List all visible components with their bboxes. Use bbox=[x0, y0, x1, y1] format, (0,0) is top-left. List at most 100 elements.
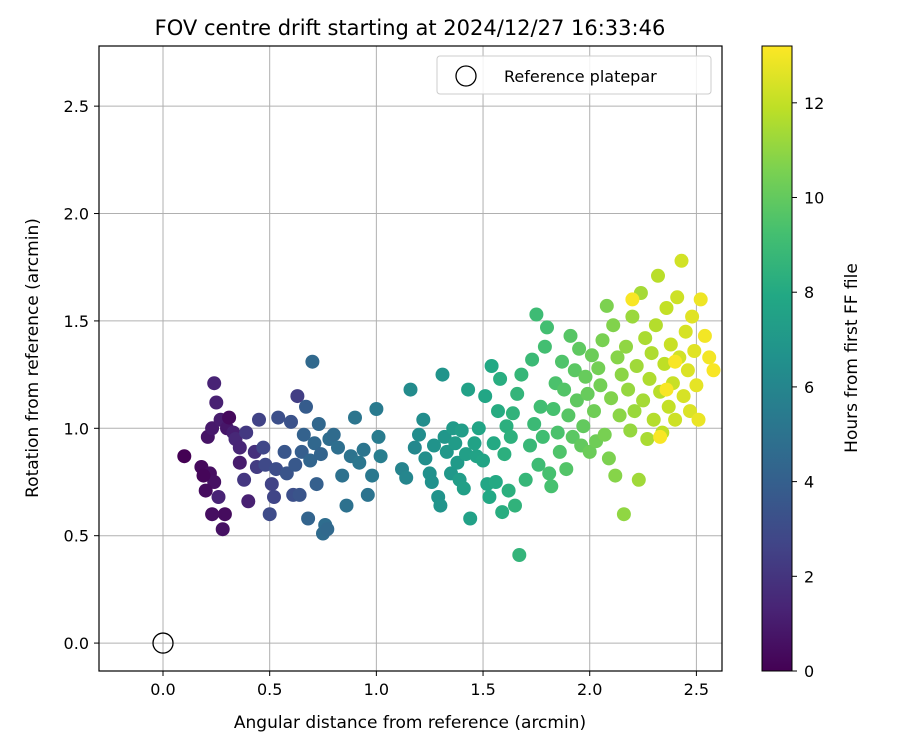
data-point bbox=[527, 417, 542, 431]
y-axis-ticks: 0.0 0.5 1.0 1.5 2.0 2.5 bbox=[64, 97, 99, 653]
data-point bbox=[587, 404, 601, 419]
colorbar-tick-label: 6 bbox=[804, 378, 814, 397]
grid bbox=[99, 46, 722, 671]
data-point bbox=[542, 466, 557, 481]
y-axis-label: Rotation from reference (arcmin) bbox=[23, 218, 43, 498]
data-point bbox=[284, 414, 298, 429]
data-point bbox=[484, 359, 499, 373]
data-point bbox=[471, 421, 486, 436]
data-point bbox=[403, 382, 418, 397]
data-point bbox=[668, 354, 683, 369]
x-tick-label: 1.5 bbox=[470, 680, 495, 699]
data-point bbox=[638, 331, 653, 346]
data-point bbox=[572, 341, 587, 356]
data-point bbox=[437, 429, 452, 444]
data-point bbox=[495, 505, 510, 520]
x-tick-label: 2.5 bbox=[684, 680, 709, 699]
data-point bbox=[631, 472, 646, 487]
data-point bbox=[616, 507, 631, 522]
x-axis-label: Angular distance from reference (arcmin) bbox=[234, 713, 586, 733]
data-point bbox=[657, 356, 672, 371]
data-point bbox=[237, 472, 252, 487]
data-point bbox=[646, 412, 661, 427]
y-tick-label: 0.0 bbox=[64, 634, 89, 653]
data-point bbox=[621, 382, 636, 397]
data-point bbox=[256, 440, 271, 455]
data-point bbox=[252, 412, 266, 427]
data-point bbox=[424, 475, 439, 489]
data-point bbox=[198, 483, 213, 498]
data-point bbox=[565, 429, 580, 444]
data-point bbox=[582, 444, 597, 459]
x-tick-label: 0.5 bbox=[257, 680, 282, 699]
data-point bbox=[614, 367, 629, 382]
data-point bbox=[523, 438, 537, 453]
data-point bbox=[668, 412, 683, 427]
data-point bbox=[644, 346, 659, 361]
data-point bbox=[651, 268, 665, 283]
data-point bbox=[697, 328, 712, 343]
data-point bbox=[597, 427, 612, 442]
reference-platepar-point bbox=[152, 632, 174, 654]
data-point bbox=[486, 436, 501, 451]
data-point bbox=[567, 363, 582, 378]
data-point bbox=[205, 507, 220, 522]
data-point bbox=[339, 498, 354, 513]
data-point bbox=[456, 481, 471, 496]
legend-box bbox=[436, 55, 712, 95]
data-point bbox=[292, 487, 307, 502]
data-point bbox=[610, 350, 625, 365]
data-point bbox=[693, 292, 708, 307]
data-point bbox=[222, 410, 237, 425]
y-tick-label: 2.5 bbox=[64, 97, 89, 116]
data-point bbox=[412, 427, 426, 442]
data-point bbox=[241, 494, 256, 509]
x-tick-label: 2.0 bbox=[577, 680, 602, 699]
data-point bbox=[305, 354, 320, 369]
data-point bbox=[331, 440, 345, 455]
data-point bbox=[540, 320, 554, 335]
legend: Reference platepar bbox=[436, 55, 712, 95]
data-point bbox=[209, 395, 224, 410]
data-point bbox=[593, 378, 608, 393]
data-point bbox=[478, 389, 493, 404]
data-point bbox=[296, 427, 311, 442]
data-point bbox=[258, 457, 273, 472]
data-point bbox=[706, 363, 721, 378]
data-point bbox=[659, 382, 674, 397]
data-point bbox=[373, 449, 388, 464]
data-point bbox=[177, 449, 192, 464]
data-point bbox=[277, 444, 292, 459]
data-point bbox=[360, 487, 375, 502]
data-point bbox=[576, 419, 591, 434]
data-point bbox=[499, 419, 514, 434]
data-point bbox=[663, 337, 678, 352]
colorbar bbox=[761, 45, 793, 672]
data-point bbox=[448, 436, 463, 451]
data-point bbox=[584, 348, 599, 363]
data-point bbox=[290, 389, 305, 404]
data-point bbox=[501, 483, 516, 498]
data-point bbox=[604, 391, 619, 406]
colorbar-tick-label: 0 bbox=[804, 662, 814, 681]
data-point bbox=[207, 376, 222, 391]
data-point bbox=[348, 410, 362, 425]
data-point bbox=[239, 425, 254, 440]
colorbar-tick-label: 10 bbox=[804, 189, 824, 208]
data-point bbox=[550, 425, 565, 440]
data-point bbox=[309, 477, 324, 492]
data-point bbox=[488, 475, 503, 489]
data-point bbox=[399, 470, 414, 485]
data-point bbox=[294, 444, 309, 459]
data-point bbox=[533, 399, 548, 414]
colorbar-label: Hours from first FF file bbox=[842, 263, 862, 453]
data-point bbox=[335, 468, 350, 483]
data-point bbox=[205, 421, 220, 436]
data-point bbox=[525, 352, 540, 367]
data-point bbox=[433, 498, 448, 513]
data-point bbox=[232, 455, 247, 470]
data-point bbox=[459, 447, 473, 462]
data-point bbox=[612, 408, 627, 423]
data-point bbox=[561, 408, 576, 423]
data-point bbox=[557, 382, 572, 397]
